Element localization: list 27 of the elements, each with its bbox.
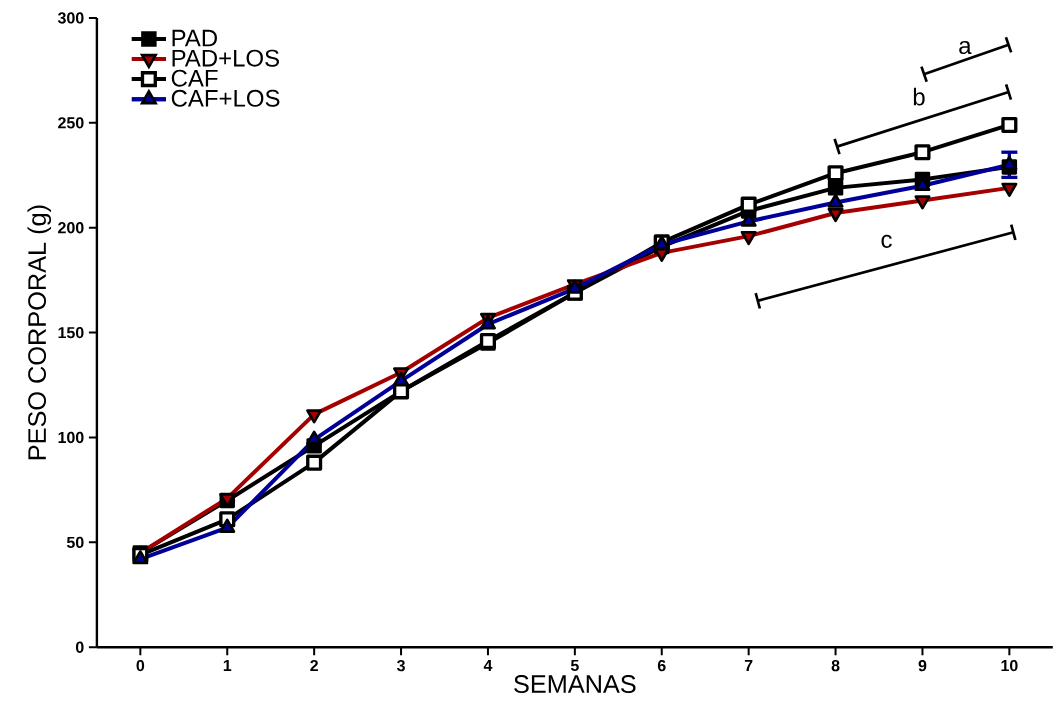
y-tick-label: 250 [58,117,84,129]
legend-label: CAF [171,69,218,87]
annotation: c [881,234,892,248]
y-tick-label: 200 [58,222,84,234]
legend-label: CAF+LOS [171,89,280,107]
legend-label: PAD+LOS [172,49,279,67]
x-tick-label: 10 [1001,659,1018,672]
y-tick-label: 50 [66,536,84,548]
y-tick-label: 100 [58,431,84,444]
x-tick-label: 4 [483,659,493,671]
x-tick-label: 2 [310,659,318,672]
y-axis-title: PESO CORPORAL (g) [27,205,52,460]
x-tick-label: 0 [136,659,145,672]
x-tick-label: 7 [744,659,753,671]
x-axis-title: SEMANAS [514,675,636,693]
x-tick-label: 6 [657,659,666,672]
x-tick-label: 8 [831,659,840,672]
legend-label: PAD [172,29,217,47]
x-tick-label: 5 [570,659,579,672]
x-tick-label: 9 [918,659,927,672]
y-tick-label: 300 [57,12,84,24]
y-tick-label: 150 [58,326,84,339]
x-tick-label: 3 [396,659,405,672]
annotation: b [913,87,925,106]
y-tick-label: 0 [75,641,84,653]
x-tick-label: 1 [223,659,232,671]
annotation: a [959,40,972,55]
